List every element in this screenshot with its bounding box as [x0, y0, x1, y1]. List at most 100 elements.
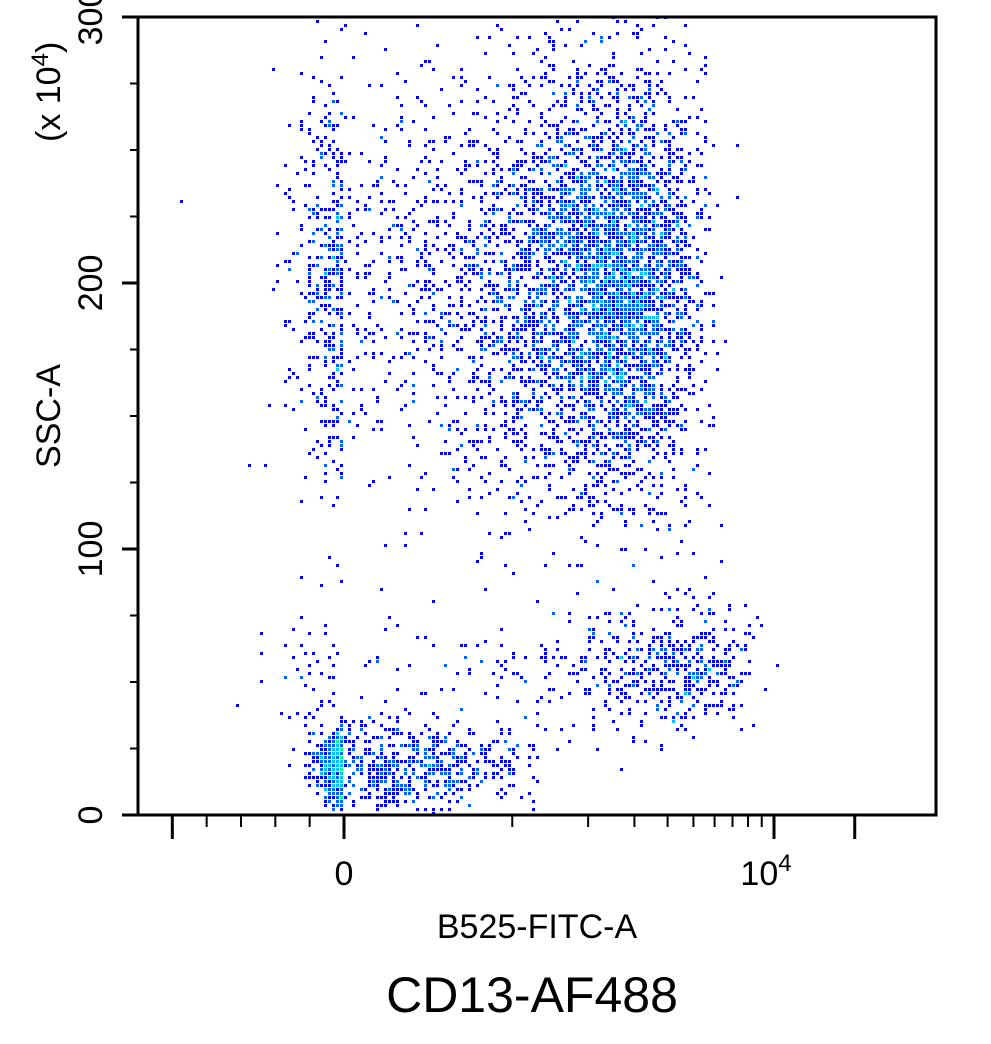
event-dot	[692, 392, 695, 395]
event-dot	[560, 388, 563, 391]
event-dot	[492, 672, 495, 675]
event-dot	[672, 448, 675, 451]
event-dot	[328, 776, 331, 779]
event-dot	[592, 496, 595, 499]
event-dot	[676, 368, 679, 371]
event-dot	[304, 320, 307, 323]
event-dot	[616, 300, 619, 303]
event-dot	[644, 660, 647, 663]
event-dot	[632, 632, 635, 635]
event-dot	[336, 148, 339, 151]
event-dot	[524, 300, 527, 303]
event-dot	[592, 352, 595, 355]
event-dot	[704, 72, 707, 75]
event-dot	[380, 588, 383, 591]
event-dot	[696, 648, 699, 651]
event-dot	[516, 392, 519, 395]
event-dot	[416, 752, 419, 755]
event-dot	[712, 636, 715, 639]
event-dot	[332, 192, 335, 195]
event-dot	[468, 220, 471, 223]
event-dot	[560, 376, 563, 379]
event-dot	[544, 368, 547, 371]
event-dot	[404, 744, 407, 747]
event-dot	[336, 748, 339, 751]
event-dot	[340, 756, 343, 759]
event-dot	[612, 372, 615, 375]
event-dot	[596, 500, 599, 503]
event-dot	[596, 544, 599, 547]
event-dot	[564, 244, 567, 247]
event-dot	[664, 420, 667, 423]
event-dot	[576, 76, 579, 79]
event-dot	[652, 376, 655, 379]
event-dot	[700, 164, 703, 167]
event-dot	[556, 340, 559, 343]
event-dot	[540, 316, 543, 319]
event-dot	[416, 248, 419, 251]
event-dot	[508, 336, 511, 339]
event-dot	[600, 668, 603, 671]
event-dot	[324, 40, 327, 43]
event-dot	[536, 504, 539, 507]
event-dot	[616, 420, 619, 423]
event-dot	[680, 260, 683, 263]
event-dot	[480, 200, 483, 203]
event-dot	[432, 740, 435, 743]
event-dot	[680, 448, 683, 451]
event-dot	[532, 512, 535, 515]
event-dot	[544, 456, 547, 459]
event-dot	[336, 736, 339, 739]
event-dot	[388, 276, 391, 279]
event-dot	[604, 668, 607, 671]
event-dot	[672, 260, 675, 263]
event-dot	[456, 772, 459, 775]
event-dot	[512, 348, 515, 351]
event-dot	[652, 188, 655, 191]
event-dot	[508, 168, 511, 171]
event-dot	[540, 204, 543, 207]
event-dot	[404, 800, 407, 803]
event-dot	[560, 400, 563, 403]
event-dot	[340, 296, 343, 299]
event-dot	[592, 244, 595, 247]
event-dot	[332, 324, 335, 327]
event-dot	[440, 424, 443, 427]
event-dot	[560, 232, 563, 235]
event-dot	[668, 304, 671, 307]
event-dot	[684, 132, 687, 135]
event-dot	[544, 300, 547, 303]
event-dot	[472, 360, 475, 363]
event-dot	[336, 436, 339, 439]
event-dot	[300, 224, 303, 227]
event-dot	[456, 672, 459, 675]
event-dot	[676, 212, 679, 215]
event-dot	[588, 328, 591, 331]
event-dot	[604, 256, 607, 259]
event-dot	[496, 244, 499, 247]
event-dot	[404, 268, 407, 271]
event-dot	[648, 656, 651, 659]
event-dot	[732, 708, 735, 711]
event-dot	[648, 692, 651, 695]
event-dot	[608, 688, 611, 691]
event-dot	[496, 660, 499, 663]
event-dot	[620, 328, 623, 331]
event-dot	[652, 608, 655, 611]
event-dot	[336, 752, 339, 755]
event-dot	[524, 520, 527, 523]
event-dot	[320, 420, 323, 423]
event-dot	[416, 760, 419, 763]
event-dot	[712, 416, 715, 419]
event-dot	[700, 340, 703, 343]
event-dot	[452, 792, 455, 795]
event-dot	[536, 292, 539, 295]
event-dot	[500, 252, 503, 255]
event-dot	[596, 248, 599, 251]
event-dot	[616, 304, 619, 307]
event-dot	[520, 336, 523, 339]
event-dot	[576, 420, 579, 423]
event-dot	[588, 280, 591, 283]
event-dot	[716, 204, 719, 207]
event-dot	[568, 340, 571, 343]
